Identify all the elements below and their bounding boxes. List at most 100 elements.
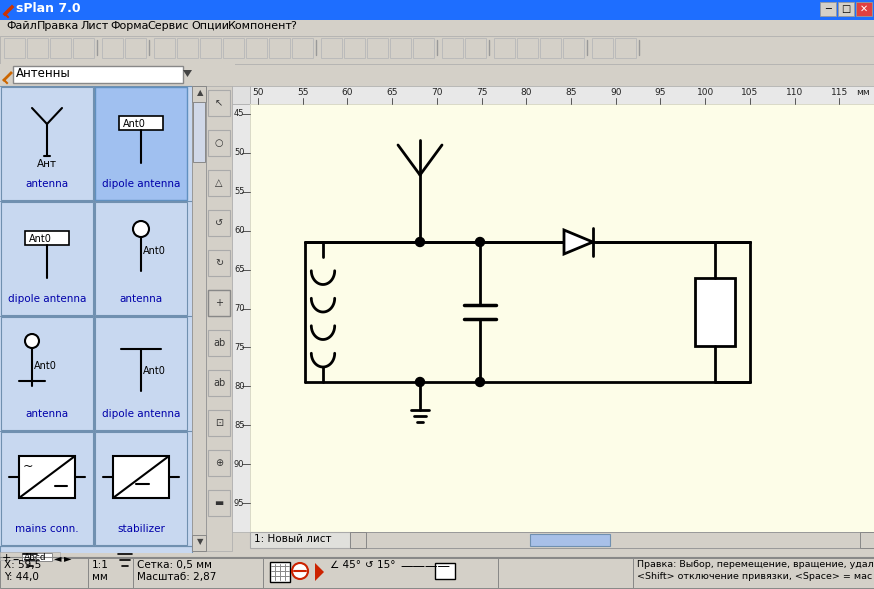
Text: 75: 75 [475, 88, 488, 97]
Text: 50: 50 [234, 148, 245, 157]
Text: Лист: Лист [80, 21, 108, 31]
Text: mains conn.: mains conn. [15, 524, 79, 534]
Text: dipole antenna: dipole antenna [101, 179, 180, 189]
Bar [193, 102, 205, 162]
Text: dipole antenna: dipole antenna [101, 409, 180, 419]
Bar [4, 38, 25, 58]
Bar [0, 552, 60, 560]
Text: Правка: Выбор, перемещение, вращение, удал: Правка: Выбор, перемещение, вращение, уд… [637, 560, 874, 569]
Text: 70: 70 [431, 88, 442, 97]
Circle shape [133, 221, 149, 237]
Text: X: 59,5: X: 59,5 [4, 560, 41, 570]
Text: Ant0: Ant0 [143, 366, 166, 376]
Text: Антенны: Антенны [16, 67, 71, 80]
Bar [250, 86, 874, 104]
Bar [1, 87, 93, 200]
Bar [13, 66, 183, 83]
Text: ↺ 15°: ↺ 15° [365, 560, 396, 570]
Text: ab: ab [213, 338, 225, 348]
Text: –: – [12, 553, 18, 566]
Text: Форма: Форма [111, 21, 149, 31]
Bar [292, 38, 313, 58]
Bar [208, 130, 230, 156]
Text: ►: ► [64, 553, 72, 563]
Text: ↻: ↻ [215, 258, 223, 268]
Text: 55: 55 [234, 187, 245, 196]
Bar [73, 38, 94, 58]
Text: 45: 45 [234, 110, 245, 118]
Bar [321, 38, 342, 58]
Bar [208, 250, 230, 276]
Polygon shape [564, 230, 593, 254]
Text: ~: ~ [23, 460, 33, 473]
Text: Y: 44,0: Y: 44,0 [4, 572, 38, 582]
Text: 60: 60 [342, 88, 353, 97]
Bar [208, 330, 230, 356]
Text: 100: 100 [697, 88, 714, 97]
Text: ▲: ▲ [197, 88, 204, 97]
Text: 1:1: 1:1 [92, 560, 109, 570]
Bar [1, 202, 93, 315]
Text: мм: мм [92, 572, 108, 582]
Bar [592, 38, 613, 58]
Text: 60: 60 [234, 226, 245, 235]
Text: +: + [2, 553, 11, 563]
Text: 90: 90 [234, 459, 245, 469]
Bar [88, 558, 133, 588]
Bar [0, 558, 88, 588]
Bar [208, 290, 230, 316]
Bar [208, 90, 230, 116]
Text: ⊕: ⊕ [215, 458, 223, 468]
Bar [113, 456, 169, 498]
Text: Масштаб: 2,87: Масштаб: 2,87 [137, 572, 217, 582]
Bar [270, 562, 290, 582]
Bar [0, 36, 874, 64]
Bar [102, 38, 123, 58]
Text: Опции: Опции [191, 21, 229, 31]
Bar [206, 86, 232, 551]
Circle shape [475, 237, 484, 247]
Bar [1, 432, 93, 545]
Bar [208, 450, 230, 476]
Bar [0, 64, 235, 86]
Bar [856, 2, 872, 16]
Text: antenna: antenna [25, 179, 68, 189]
Bar [390, 38, 411, 58]
Text: Компонент: Компонент [228, 21, 293, 31]
Bar [263, 558, 498, 588]
Bar [208, 170, 230, 196]
Bar [25, 231, 69, 245]
Bar [367, 38, 388, 58]
Bar [530, 534, 610, 546]
Bar [95, 202, 187, 315]
Text: 115: 115 [830, 88, 848, 97]
Bar [820, 2, 836, 16]
Text: 95: 95 [234, 499, 245, 508]
Bar [208, 370, 230, 396]
Bar [0, 557, 874, 589]
Bar [250, 104, 874, 532]
Bar [208, 490, 230, 516]
Bar [1, 317, 93, 430]
Text: 80: 80 [521, 88, 532, 97]
Text: ▬: ▬ [214, 498, 224, 508]
Bar [350, 532, 874, 548]
Circle shape [415, 378, 425, 386]
Circle shape [292, 563, 308, 579]
Bar [860, 532, 874, 548]
Text: Ant0: Ant0 [29, 234, 52, 244]
Bar [350, 532, 366, 548]
Text: 65: 65 [234, 265, 245, 274]
Text: ◄: ◄ [54, 553, 61, 563]
Bar [563, 38, 584, 58]
Bar [540, 38, 561, 58]
Text: Ant0: Ant0 [34, 361, 57, 371]
Text: stabilizer: stabilizer [117, 524, 165, 534]
Text: 105: 105 [741, 88, 759, 97]
Bar [119, 116, 163, 130]
Text: 80: 80 [234, 382, 245, 391]
Bar [223, 38, 244, 58]
Text: <Shift> отключение привязки, <Space> = мас: <Shift> отключение привязки, <Space> = м… [637, 572, 872, 581]
Bar [344, 38, 365, 58]
Text: 90: 90 [610, 88, 621, 97]
